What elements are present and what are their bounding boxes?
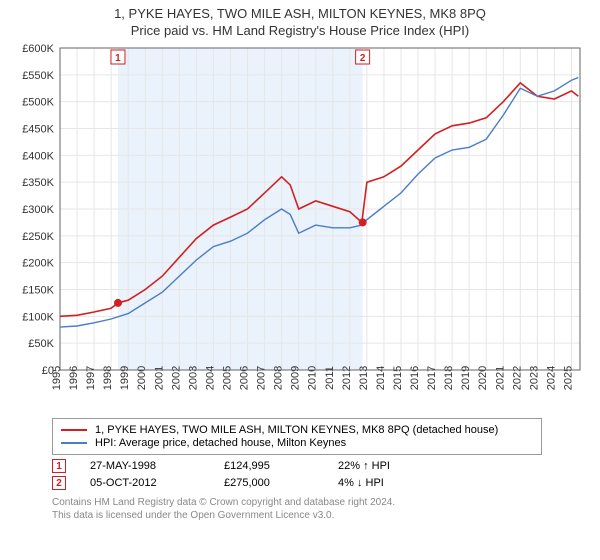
sale-price-2: £275,000 <box>224 477 314 489</box>
chart-area: £0£50K£100K£150K£200K£250K£300K£350K£400… <box>12 42 588 412</box>
legend-swatch-hpi <box>61 442 87 444</box>
svg-text:2002: 2002 <box>170 366 182 390</box>
svg-text:£200K: £200K <box>22 258 54 270</box>
svg-text:2018: 2018 <box>443 366 455 390</box>
sales-table: 1 27-MAY-1998 £124,995 22% ↑ HPI 2 05-OC… <box>52 459 588 490</box>
svg-text:£350K: £350K <box>22 177 54 189</box>
svg-text:2005: 2005 <box>221 366 233 390</box>
svg-text:2008: 2008 <box>273 366 285 390</box>
svg-text:2019: 2019 <box>460 366 472 390</box>
svg-text:2015: 2015 <box>392 366 404 390</box>
svg-text:£100K: £100K <box>22 311 54 323</box>
svg-text:2010: 2010 <box>307 366 319 390</box>
svg-text:2014: 2014 <box>375 366 387 390</box>
sale-price-1: £124,995 <box>224 460 314 472</box>
svg-text:2021: 2021 <box>494 366 506 390</box>
svg-text:2020: 2020 <box>477 366 489 390</box>
svg-text:1995: 1995 <box>51 366 63 390</box>
svg-text:2003: 2003 <box>187 366 199 390</box>
svg-text:2000: 2000 <box>136 366 148 390</box>
svg-text:2013: 2013 <box>358 366 370 390</box>
sale-date-1: 27-MAY-1998 <box>90 460 200 472</box>
legend-label-price-paid: 1, PYKE HAYES, TWO MILE ASH, MILTON KEYN… <box>95 424 498 436</box>
svg-text:2024: 2024 <box>545 366 557 390</box>
chart-svg: £0£50K£100K£150K£200K£250K£300K£350K£400… <box>12 42 588 412</box>
svg-text:£400K: £400K <box>22 150 54 162</box>
svg-text:2023: 2023 <box>528 366 540 390</box>
sale-delta-2: 4% ↓ HPI <box>338 477 384 489</box>
svg-text:2016: 2016 <box>409 366 421 390</box>
legend-row-hpi: HPI: Average price, detached house, Milt… <box>61 437 533 449</box>
svg-text:1996: 1996 <box>68 366 80 390</box>
footer-line2: This data is licensed under the Open Gov… <box>52 509 588 522</box>
svg-text:£600K: £600K <box>22 43 54 55</box>
footer-note: Contains HM Land Registry data © Crown c… <box>52 496 588 522</box>
svg-text:2: 2 <box>360 53 366 64</box>
svg-text:2007: 2007 <box>256 366 268 390</box>
svg-text:£250K: £250K <box>22 231 54 243</box>
svg-text:£50K: £50K <box>28 338 54 350</box>
title-address: 1, PYKE HAYES, TWO MILE ASH, MILTON KEYN… <box>12 6 588 21</box>
svg-text:2022: 2022 <box>511 366 523 390</box>
svg-text:2001: 2001 <box>153 366 165 390</box>
sale-marker-2: 2 <box>52 476 66 490</box>
legend-label-hpi: HPI: Average price, detached house, Milt… <box>95 437 346 449</box>
svg-text:1: 1 <box>115 53 121 64</box>
legend-box: 1, PYKE HAYES, TWO MILE ASH, MILTON KEYN… <box>52 418 542 455</box>
sale-date-2: 05-OCT-2012 <box>90 477 200 489</box>
sale-row-1: 1 27-MAY-1998 £124,995 22% ↑ HPI <box>52 459 588 473</box>
sale-marker-1: 1 <box>52 459 66 473</box>
title-subtitle: Price paid vs. HM Land Registry's House … <box>12 23 588 38</box>
svg-text:1998: 1998 <box>102 366 114 390</box>
svg-text:£500K: £500K <box>22 97 54 109</box>
svg-text:1999: 1999 <box>119 366 131 390</box>
svg-text:£150K: £150K <box>22 285 54 297</box>
svg-text:1997: 1997 <box>85 366 97 390</box>
svg-text:2006: 2006 <box>239 366 251 390</box>
svg-text:£450K: £450K <box>22 124 54 136</box>
svg-text:2012: 2012 <box>341 366 353 390</box>
sale-delta-1: 22% ↑ HPI <box>338 460 390 472</box>
svg-text:2017: 2017 <box>426 366 438 390</box>
legend-swatch-price-paid <box>61 429 87 431</box>
svg-text:2004: 2004 <box>204 366 216 390</box>
svg-text:£550K: £550K <box>22 70 54 82</box>
title-block: 1, PYKE HAYES, TWO MILE ASH, MILTON KEYN… <box>12 6 588 38</box>
legend-row-price-paid: 1, PYKE HAYES, TWO MILE ASH, MILTON KEYN… <box>61 424 533 436</box>
svg-text:2009: 2009 <box>290 366 302 390</box>
svg-text:2025: 2025 <box>562 366 574 390</box>
footer-line1: Contains HM Land Registry data © Crown c… <box>52 496 588 509</box>
svg-text:£300K: £300K <box>22 204 54 216</box>
chart-container: 1, PYKE HAYES, TWO MILE ASH, MILTON KEYN… <box>0 0 600 560</box>
sale-row-2: 2 05-OCT-2012 £275,000 4% ↓ HPI <box>52 476 588 490</box>
